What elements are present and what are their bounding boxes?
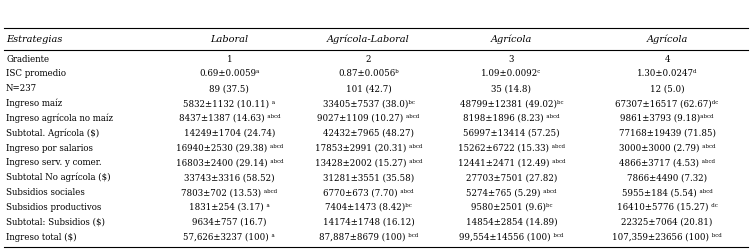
Text: 12 (5.0): 12 (5.0) [650,84,684,93]
Text: 1831±254 (3.17) ᵃ: 1831±254 (3.17) ᵃ [189,203,270,212]
Text: 14249±1704 (24.74): 14249±1704 (24.74) [183,129,275,138]
Text: 1.09±0.0092ᶜ: 1.09±0.0092ᶜ [481,69,541,78]
Text: 57,626±3237 (100) ᵃ: 57,626±3237 (100) ᵃ [183,233,275,241]
Text: 2: 2 [365,55,371,64]
Text: 17853±2991 (20.31) ᵃᵇᶜᵈ: 17853±2991 (20.31) ᵃᵇᶜᵈ [315,144,422,152]
Text: 107,359±23656 (100) ᵇᶜᵈ: 107,359±23656 (100) ᵇᶜᵈ [612,233,722,241]
Text: 9027±1109 (10.27) ᵃᵇᶜᵈ: 9027±1109 (10.27) ᵃᵇᶜᵈ [317,114,420,123]
Text: 9634±757 (16.7): 9634±757 (16.7) [192,218,267,227]
Text: 6770±673 (7.70) ᵃᵇᶜᵈ: 6770±673 (7.70) ᵃᵇᶜᵈ [323,188,414,197]
Text: 9580±2501 (9.6)ᵇᶜ: 9580±2501 (9.6)ᵇᶜ [471,203,552,212]
Text: 33405±7537 (38.0)ᵇᶜ: 33405±7537 (38.0)ᵇᶜ [323,99,414,108]
Text: 8198±1896 (8.23) ᵃᵇᶜᵈ: 8198±1896 (8.23) ᵃᵇᶜᵈ [463,114,559,123]
Text: 4866±3717 (4.53) ᵃᵇᶜᵈ: 4866±3717 (4.53) ᵃᵇᶜᵈ [619,158,715,167]
Text: 42432±7965 (48.27): 42432±7965 (48.27) [323,129,414,138]
Text: Agrícola: Agrícola [646,34,688,44]
Text: 35 (14.8): 35 (14.8) [491,84,532,93]
Text: 4: 4 [664,55,670,64]
Text: 1.30±0.0247ᵈ: 1.30±0.0247ᵈ [637,69,697,78]
Text: 7866±4490 (7.32): 7866±4490 (7.32) [627,173,707,182]
Text: Ingreso serv. y comer.: Ingreso serv. y comer. [6,158,102,167]
Text: 0.87±0.0056ᵇ: 0.87±0.0056ᵇ [338,69,399,78]
Text: 5274±765 (5.29) ᵃᵇᶜᵈ: 5274±765 (5.29) ᵃᵇᶜᵈ [466,188,556,197]
Text: 33743±3316 (58.52): 33743±3316 (58.52) [184,173,274,182]
Text: 27703±7501 (27.82): 27703±7501 (27.82) [465,173,557,182]
Text: 77168±19439 (71.85): 77168±19439 (71.85) [619,129,715,138]
Text: 99,554±14556 (100) ᵇᶜᵈ: 99,554±14556 (100) ᵇᶜᵈ [459,233,563,241]
Text: 3: 3 [508,55,514,64]
Text: Laboral: Laboral [211,35,248,44]
Text: 89 (37.5): 89 (37.5) [209,84,250,93]
Text: 31281±3551 (35.58): 31281±3551 (35.58) [323,173,414,182]
Text: 16410±5776 (15.27) ᵈᶜ: 16410±5776 (15.27) ᵈᶜ [617,203,717,212]
Text: 12441±2471 (12.49) ᵃᵇᶜᵈ: 12441±2471 (12.49) ᵃᵇᶜᵈ [458,158,565,167]
Text: Subtotal: Subsidios ($): Subtotal: Subsidios ($) [6,218,105,227]
Text: 22325±7064 (20.81): 22325±7064 (20.81) [621,218,713,227]
Text: Subsidios productivos: Subsidios productivos [6,203,102,212]
Text: Gradiente: Gradiente [6,55,49,64]
Text: Agrícola: Agrícola [490,34,532,44]
Text: 13428±2002 (15.27) ᵃᵇᶜᵈ: 13428±2002 (15.27) ᵃᵇᶜᵈ [315,158,422,167]
Text: Subtotal. Agrícola ($): Subtotal. Agrícola ($) [6,129,99,138]
Text: 48799±12381 (49.02)ᵇᶜ: 48799±12381 (49.02)ᵇᶜ [459,99,563,108]
Text: Subsidios sociales: Subsidios sociales [6,188,85,197]
Text: 67307±16517 (62.67)ᵈᶜ: 67307±16517 (62.67)ᵈᶜ [615,99,719,108]
Text: 15262±6722 (15.33) ᵃᵇᶜᵈ: 15262±6722 (15.33) ᵃᵇᶜᵈ [458,144,565,152]
Text: Ingreso agrícola no maíz: Ingreso agrícola no maíz [6,114,113,123]
Text: 5955±184 (5.54) ᵃᵇᶜᵈ: 5955±184 (5.54) ᵃᵇᶜᵈ [622,188,712,197]
Text: 1: 1 [226,55,232,64]
Text: 3000±3000 (2.79) ᵃᵇᶜᵈ: 3000±3000 (2.79) ᵃᵇᶜᵈ [619,144,715,152]
Text: ISC promedio: ISC promedio [6,69,66,78]
Text: 101 (42.7): 101 (42.7) [346,84,391,93]
Text: 87,887±8679 (100) ᵇᶜᵈ: 87,887±8679 (100) ᵇᶜᵈ [319,233,418,241]
Text: Agrícola-Laboral: Agrícola-Laboral [327,34,410,44]
Text: Ingreso total ($): Ingreso total ($) [6,232,77,242]
Text: N=237: N=237 [6,84,37,93]
Text: 8437±1387 (14.63) ᵃᵇᶜᵈ: 8437±1387 (14.63) ᵃᵇᶜᵈ [178,114,280,123]
Text: 16940±2530 (29.38) ᵃᵇᶜᵈ: 16940±2530 (29.38) ᵃᵇᶜᵈ [176,144,283,152]
Text: Estrategias: Estrategias [6,35,62,44]
Text: 16803±2400 (29.14) ᵃᵇᶜᵈ: 16803±2400 (29.14) ᵃᵇᶜᵈ [175,158,284,167]
Text: 0.69±0.0059ᵃ: 0.69±0.0059ᵃ [199,69,259,78]
Text: 9861±3793 (9.18)ᵃᵇᶜᵈ: 9861±3793 (9.18)ᵃᵇᶜᵈ [620,114,714,123]
Text: 5832±1132 (10.11) ᵃ: 5832±1132 (10.11) ᵃ [183,99,275,108]
Text: 7404±1473 (8.42)ᵇᶜ: 7404±1473 (8.42)ᵇᶜ [325,203,412,212]
Text: Ingreso maíz: Ingreso maíz [6,99,62,108]
Text: Ingreso por salarios: Ingreso por salarios [6,144,93,152]
Text: 14854±2854 (14.89): 14854±2854 (14.89) [465,218,557,227]
Text: 14174±1748 (16.12): 14174±1748 (16.12) [323,218,414,227]
Text: Subtotal No agrícola ($): Subtotal No agrícola ($) [6,173,111,182]
Text: 56997±13414 (57.25): 56997±13414 (57.25) [463,129,559,138]
Text: 7803±702 (13.53) ᵃᵇᶜᵈ: 7803±702 (13.53) ᵃᵇᶜᵈ [181,188,277,197]
